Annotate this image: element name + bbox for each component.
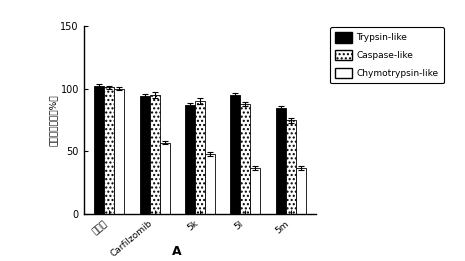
Bar <box>230 95 240 214</box>
Legend: Trypsin-like, Caspase-like, Chymotrypsin-like: Trypsin-like, Caspase-like, Chymotrypsin… <box>330 27 444 84</box>
Bar <box>159 143 170 214</box>
Bar <box>250 168 260 214</box>
Y-axis label: 蛋白酶体活性（%）: 蛋白酶体活性（%） <box>48 94 58 146</box>
Bar <box>140 96 150 214</box>
Bar <box>195 101 205 214</box>
Bar <box>276 108 286 214</box>
Bar <box>296 168 306 214</box>
Bar <box>185 105 195 214</box>
Bar <box>205 154 215 214</box>
Bar <box>114 89 124 214</box>
Text: A: A <box>172 245 181 258</box>
Bar <box>286 120 296 214</box>
Bar <box>104 87 114 214</box>
Bar <box>240 104 250 214</box>
Bar <box>150 95 159 214</box>
Bar <box>94 86 104 214</box>
